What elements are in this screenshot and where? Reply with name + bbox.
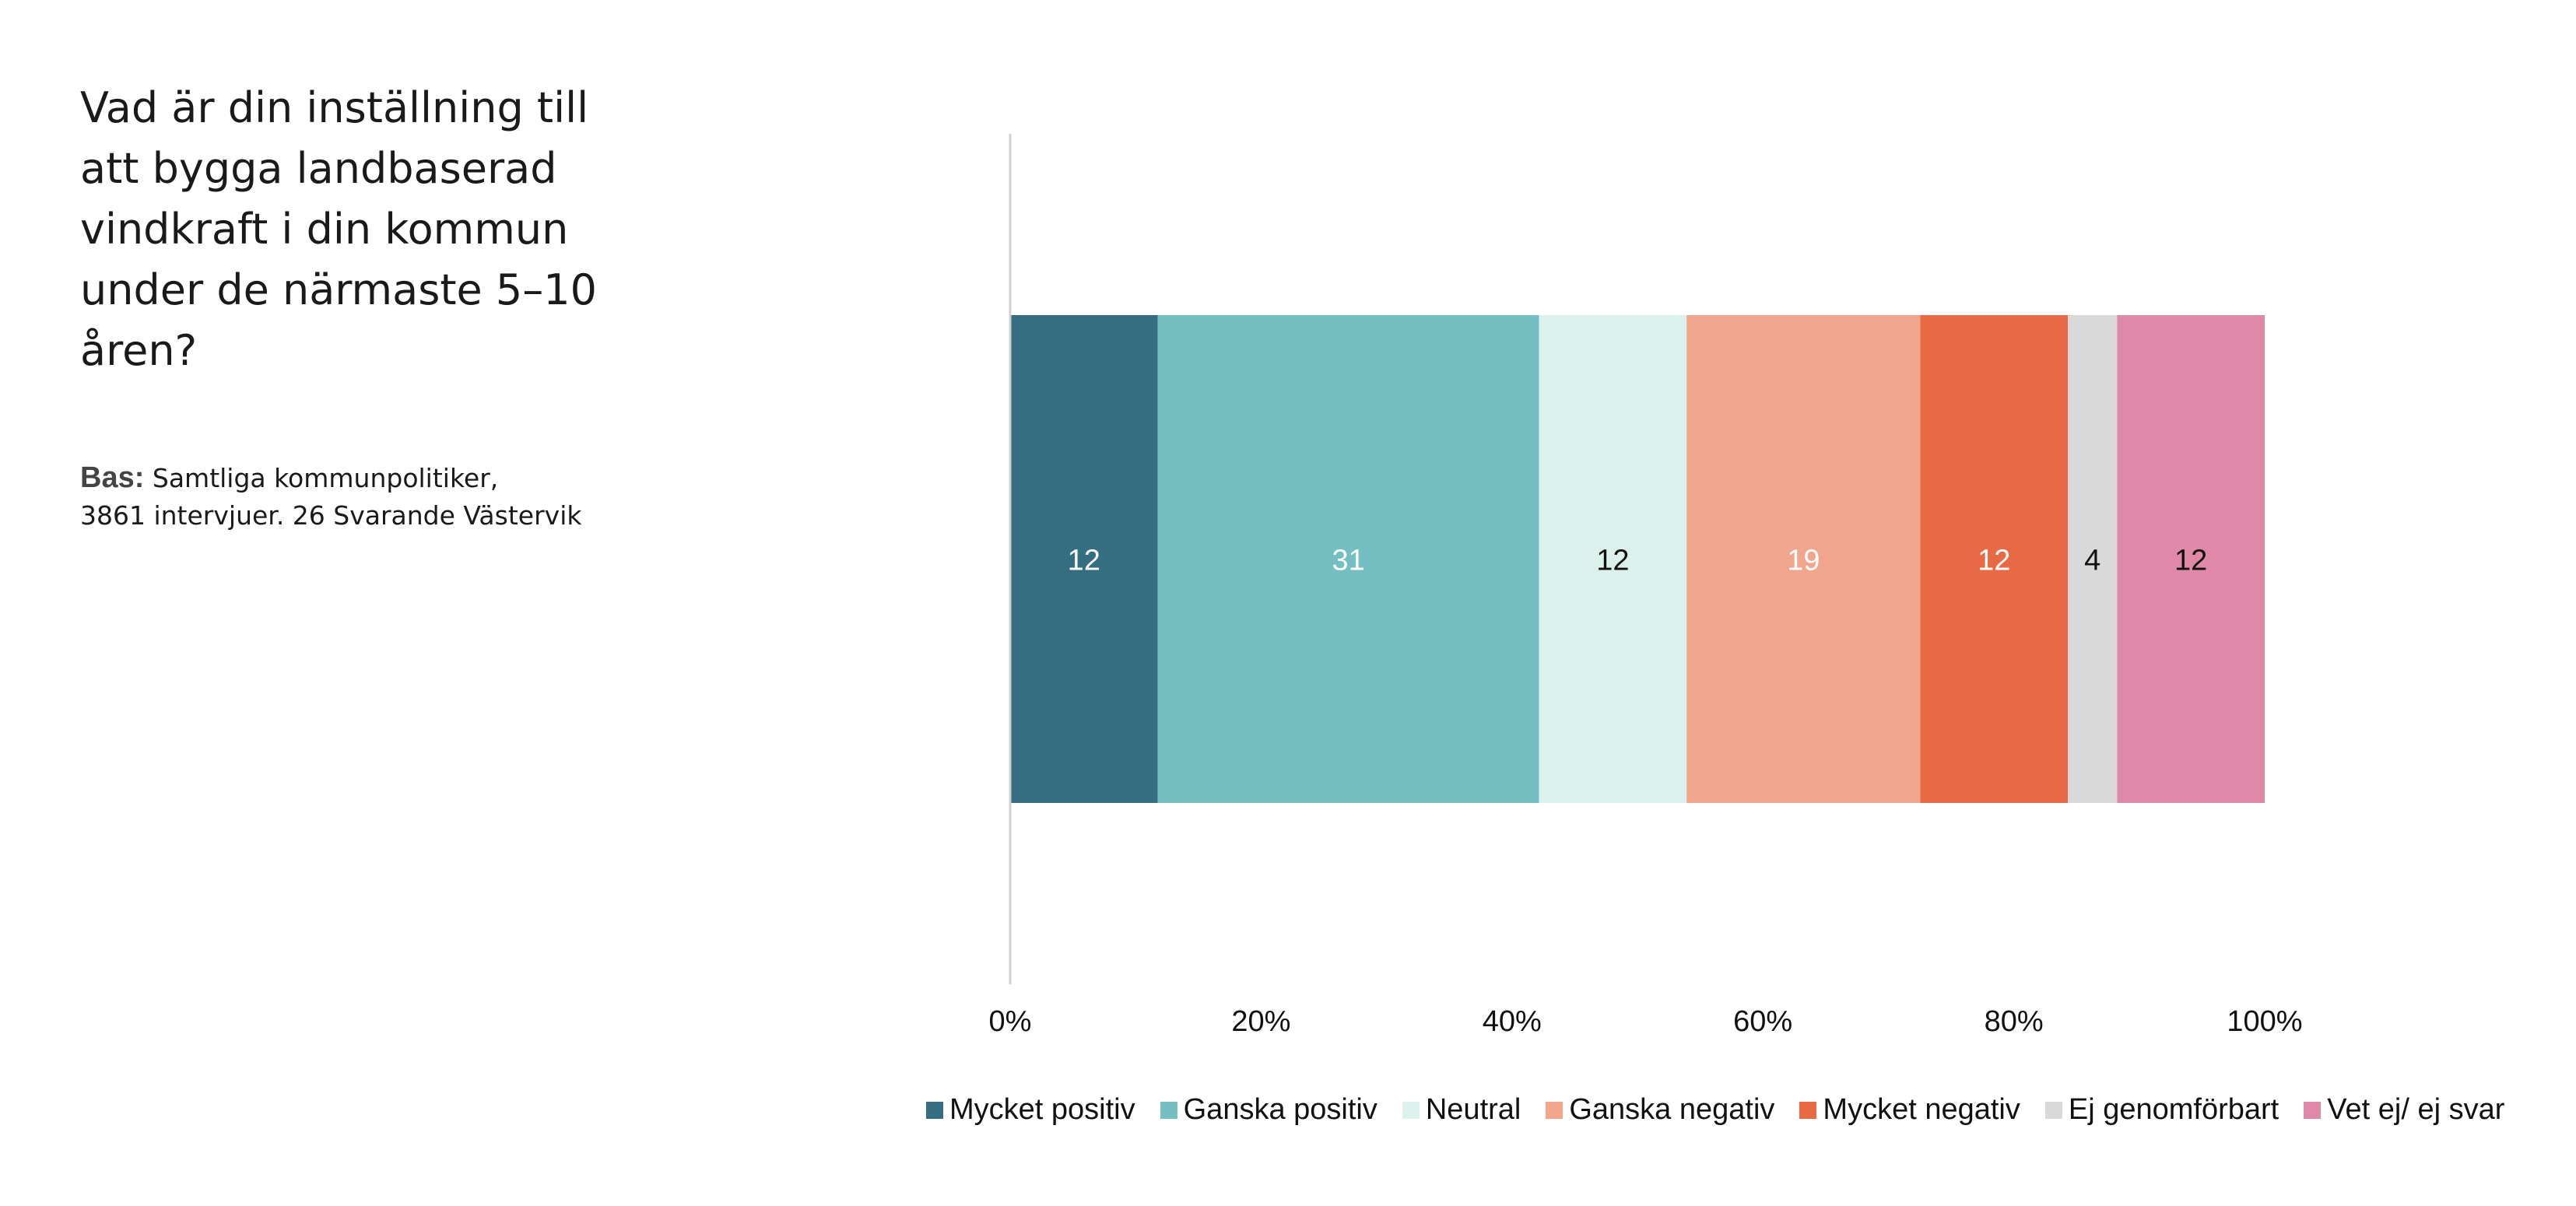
legend-label: Vet ej/ ej svar — [2327, 1093, 2505, 1126]
legend-label: Ej genomförbart — [2068, 1093, 2279, 1126]
legend-item-ganska-positiv: Ganska positiv — [1160, 1093, 1377, 1127]
data-labels: 12 31 12 19 12 4 12 — [1068, 545, 2208, 577]
data-label-mycket-positiv: 12 — [1068, 545, 1100, 577]
chart-legend: Mycket positiv Ganska positiv Neutral Gansk… — [926, 1093, 2504, 1127]
bar-segment-ej-genomförbart — [2068, 315, 2118, 803]
legend-swatch — [1799, 1101, 1817, 1119]
legend-swatch — [926, 1101, 943, 1119]
x-tick-label: 80% — [1985, 1005, 2044, 1038]
x-tick-label: 40% — [1483, 1005, 1542, 1038]
x-axis-tick-labels: 0% 20% 40% 60% 80% 100% — [989, 1005, 2303, 1038]
legend-swatch — [1402, 1101, 1420, 1119]
legend-swatch — [1160, 1101, 1177, 1119]
legend-swatch — [1546, 1101, 1563, 1119]
base-label: Bas: — [80, 461, 145, 494]
x-tick-label: 60% — [1733, 1005, 1792, 1038]
legend-item-ganska-negativ: Ganska negativ — [1546, 1093, 1774, 1127]
bar-segments — [1010, 315, 2265, 803]
x-tick-label: 20% — [1231, 1005, 1290, 1038]
base-text-1: Samtliga kommunpolitiker, — [152, 463, 499, 493]
legend-item-vet-ej-ej-svar: Vet ej/ ej svar — [2304, 1093, 2504, 1127]
bar-segment-vet-ej-ej-svar — [2117, 315, 2265, 803]
legend-item-neutral: Neutral — [1402, 1093, 1521, 1127]
question-title: Vad är din inställning till att bygga la… — [80, 83, 598, 375]
data-label-neutral: 12 — [1596, 545, 1629, 577]
legend-item-mycket-positiv: Mycket positiv — [926, 1093, 1135, 1127]
x-tick-label: 100% — [2227, 1005, 2302, 1038]
legend-label: Ganska negativ — [1569, 1093, 1775, 1126]
legend-swatch — [2044, 1101, 2062, 1119]
data-label-mycket-negativ: 12 — [1978, 545, 2010, 577]
legend-item-ej-genomförbart: Ej genomförbart — [2044, 1093, 2279, 1127]
bar-segment-mycket-negativ — [1920, 315, 2069, 803]
base-line-1: Bas: Samtliga kommunpolitiker, — [80, 459, 672, 497]
bar-segment-mycket-positiv — [1010, 315, 1158, 803]
base-note: Bas: Samtliga kommunpolitiker, 3861 inte… — [80, 459, 672, 535]
bar-segment-neutral — [1539, 315, 1687, 803]
legend-label: Mycket positiv — [949, 1093, 1135, 1126]
data-label-ganska-positiv: 31 — [1332, 545, 1364, 577]
data-label-vet-ej-ej-svar: 12 — [2174, 545, 2207, 577]
bar-segment-ganska-positiv — [1157, 315, 1539, 803]
legend-swatch — [2304, 1101, 2322, 1119]
legend-label: Ganska positiv — [1183, 1093, 1377, 1126]
legend-label: Neutral — [1425, 1093, 1521, 1126]
bar-segment-ganska-negativ — [1686, 315, 1921, 803]
legend-label: Mycket negativ — [1823, 1093, 2020, 1126]
data-label-ej-genomförbart: 4 — [2084, 545, 2100, 577]
legend-item-mycket-negativ: Mycket negativ — [1799, 1093, 2020, 1127]
data-label-ganska-negativ: 19 — [1787, 545, 1820, 577]
base-text-2: 3861 intervjuer. 26 Svarande Västervik — [80, 500, 582, 531]
x-tick-label: 0% — [989, 1005, 1032, 1038]
